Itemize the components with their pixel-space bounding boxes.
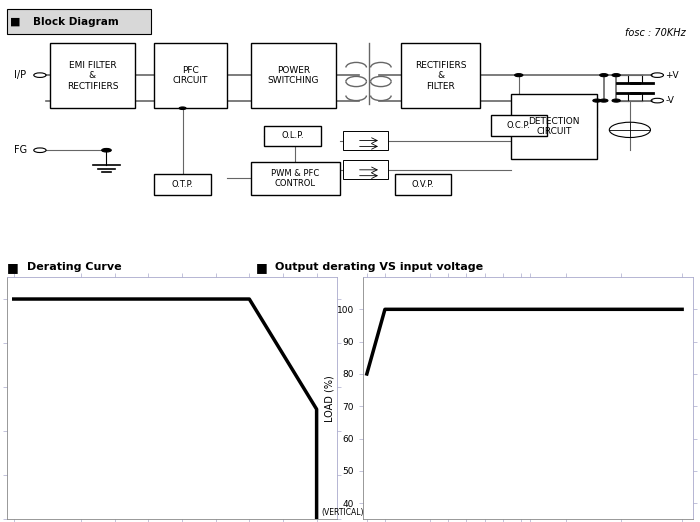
Circle shape — [514, 74, 523, 77]
Circle shape — [102, 148, 111, 152]
Text: Derating Curve: Derating Curve — [27, 262, 121, 272]
Text: RECTIFIERS
&
FILTER: RECTIFIERS & FILTER — [415, 61, 467, 91]
FancyBboxPatch shape — [251, 162, 340, 195]
Text: PWM & PFC
CONTROL: PWM & PFC CONTROL — [271, 169, 319, 188]
Text: O.V.P.: O.V.P. — [412, 180, 434, 189]
FancyBboxPatch shape — [395, 174, 451, 195]
Text: ■: ■ — [7, 261, 19, 274]
FancyBboxPatch shape — [511, 94, 597, 159]
Circle shape — [612, 74, 620, 77]
FancyBboxPatch shape — [155, 43, 227, 108]
Circle shape — [179, 107, 186, 110]
Text: O.T.P.: O.T.P. — [172, 180, 194, 189]
FancyBboxPatch shape — [7, 9, 151, 34]
Text: +V: +V — [666, 70, 679, 80]
Text: EMI FILTER
&
RECTIFIERS: EMI FILTER & RECTIFIERS — [66, 61, 118, 91]
FancyBboxPatch shape — [491, 115, 547, 136]
FancyBboxPatch shape — [155, 174, 211, 195]
Text: O.L.P.: O.L.P. — [281, 132, 304, 140]
Circle shape — [593, 99, 601, 102]
Text: (VERTICAL): (VERTICAL) — [322, 508, 364, 517]
FancyBboxPatch shape — [343, 131, 388, 150]
Text: FG: FG — [14, 145, 27, 155]
FancyBboxPatch shape — [251, 43, 336, 108]
Text: Output derating VS input voltage: Output derating VS input voltage — [275, 262, 483, 272]
Text: POWER
SWITCHING: POWER SWITCHING — [267, 66, 319, 86]
Circle shape — [612, 99, 620, 102]
FancyBboxPatch shape — [50, 43, 135, 108]
Text: ■: ■ — [10, 17, 21, 27]
Circle shape — [600, 74, 608, 77]
Text: O.C.P.: O.C.P. — [507, 121, 531, 130]
Text: PFC
CIRCUIT: PFC CIRCUIT — [173, 66, 208, 86]
Text: Block Diagram: Block Diagram — [33, 17, 119, 27]
FancyBboxPatch shape — [343, 160, 388, 180]
Text: I/P: I/P — [14, 70, 26, 80]
Text: DETECTION
CIRCUIT: DETECTION CIRCUIT — [528, 117, 580, 136]
Text: fosc : 70KHz: fosc : 70KHz — [625, 28, 686, 38]
FancyBboxPatch shape — [402, 43, 480, 108]
Text: -V: -V — [666, 96, 674, 105]
Y-axis label: LOAD (%): LOAD (%) — [324, 375, 334, 422]
Circle shape — [600, 99, 608, 102]
FancyBboxPatch shape — [265, 125, 321, 146]
Text: ■: ■ — [256, 261, 267, 274]
